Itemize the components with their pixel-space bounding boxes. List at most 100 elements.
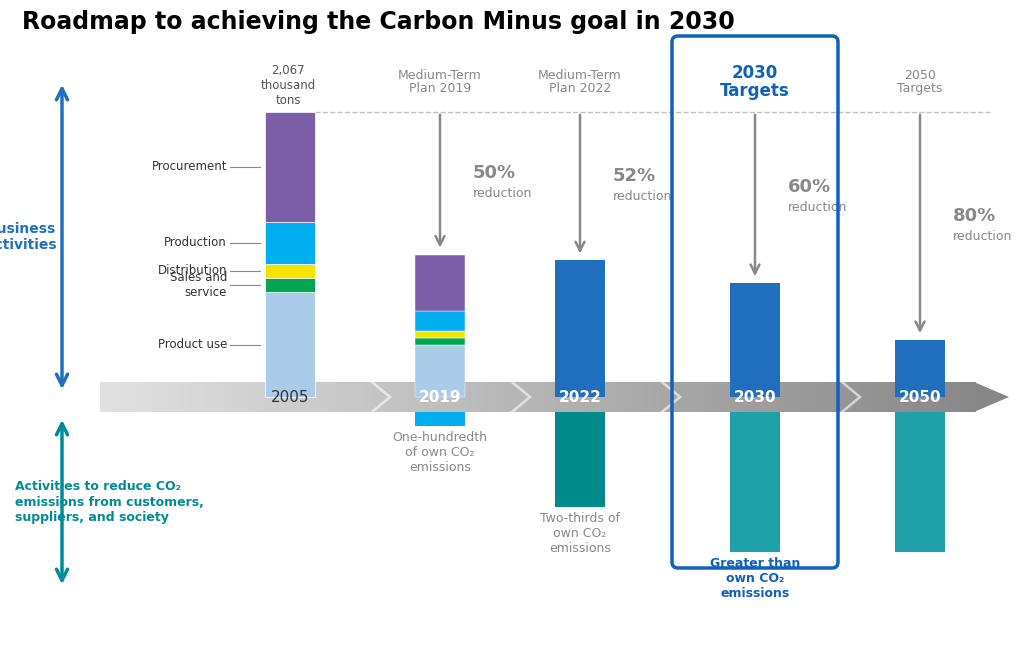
Polygon shape xyxy=(660,382,682,412)
Text: 50%: 50% xyxy=(473,164,516,182)
Bar xyxy=(415,311,465,331)
Bar xyxy=(406,382,416,412)
Bar xyxy=(477,382,486,412)
Bar xyxy=(905,382,914,412)
Bar xyxy=(826,382,835,412)
Bar xyxy=(528,382,538,412)
Bar xyxy=(651,382,661,412)
Bar xyxy=(634,382,643,412)
Bar xyxy=(940,382,949,412)
Bar xyxy=(442,382,451,412)
Bar xyxy=(109,382,118,412)
Bar xyxy=(642,382,651,412)
Bar xyxy=(265,292,315,397)
Polygon shape xyxy=(370,382,392,412)
Bar xyxy=(660,382,669,412)
Bar xyxy=(415,382,424,412)
Bar xyxy=(581,382,590,412)
Text: Distribution: Distribution xyxy=(157,265,227,277)
Text: Business
activities: Business activities xyxy=(0,222,57,252)
Bar xyxy=(161,382,171,412)
Polygon shape xyxy=(510,382,533,412)
Bar xyxy=(669,382,678,412)
Bar xyxy=(738,382,748,412)
Bar xyxy=(328,382,337,412)
Bar xyxy=(485,382,494,412)
Bar xyxy=(520,382,529,412)
Text: One-hundredth
of own CO₂
emissions: One-hundredth of own CO₂ emissions xyxy=(393,431,487,474)
Text: Roadmap to achieving the Carbon Minus goal in 2030: Roadmap to achieving the Carbon Minus go… xyxy=(22,10,735,34)
Bar xyxy=(283,382,293,412)
Text: reduction: reduction xyxy=(953,229,1012,242)
Text: 2005: 2005 xyxy=(271,390,309,405)
Text: Production: Production xyxy=(164,237,227,250)
Bar xyxy=(196,382,206,412)
Bar xyxy=(424,382,433,412)
Bar xyxy=(957,382,967,412)
Bar xyxy=(432,382,442,412)
Text: 2022: 2022 xyxy=(558,390,602,405)
Bar xyxy=(275,382,284,412)
Bar xyxy=(887,382,896,412)
Bar xyxy=(100,382,110,412)
Bar xyxy=(748,382,757,412)
Bar xyxy=(687,382,696,412)
Bar xyxy=(371,382,381,412)
Bar xyxy=(266,382,275,412)
Bar xyxy=(861,382,871,412)
Bar xyxy=(415,331,465,338)
Text: Plan 2022: Plan 2022 xyxy=(549,82,611,95)
Bar xyxy=(118,382,127,412)
Bar xyxy=(895,340,945,397)
Bar xyxy=(187,382,196,412)
Bar xyxy=(354,382,363,412)
Bar xyxy=(415,338,465,345)
Bar xyxy=(415,345,465,397)
Polygon shape xyxy=(840,382,862,412)
Bar xyxy=(844,382,853,412)
Text: 2050: 2050 xyxy=(899,390,941,405)
Bar xyxy=(896,382,906,412)
Bar xyxy=(809,382,818,412)
Bar xyxy=(467,382,477,412)
Bar xyxy=(397,382,406,412)
Text: Medium-Term: Medium-Term xyxy=(538,69,621,82)
FancyArrow shape xyxy=(974,382,1009,412)
Bar xyxy=(791,382,800,412)
Bar xyxy=(555,260,605,397)
Text: 80%: 80% xyxy=(953,207,996,225)
Bar xyxy=(765,382,774,412)
Bar xyxy=(503,382,512,412)
Text: Greater than
own CO₂
emissions: Greater than own CO₂ emissions xyxy=(709,557,800,600)
Bar xyxy=(730,412,780,552)
Bar xyxy=(677,382,687,412)
Bar xyxy=(800,382,810,412)
Bar xyxy=(511,382,520,412)
Text: reduction: reduction xyxy=(788,201,848,214)
Bar xyxy=(126,382,135,412)
Bar xyxy=(922,382,932,412)
Bar xyxy=(966,382,975,412)
Text: 2050: 2050 xyxy=(904,69,936,82)
Bar xyxy=(265,278,315,292)
Bar xyxy=(179,382,188,412)
Bar xyxy=(783,382,792,412)
Bar xyxy=(257,382,267,412)
Bar xyxy=(625,382,634,412)
Bar xyxy=(232,382,241,412)
Bar xyxy=(214,382,223,412)
Bar xyxy=(144,382,153,412)
Bar xyxy=(265,264,315,278)
Bar xyxy=(555,382,565,412)
Text: 52%: 52% xyxy=(613,167,657,185)
Bar xyxy=(695,382,704,412)
Bar xyxy=(722,382,730,412)
Bar xyxy=(730,283,780,397)
Bar xyxy=(249,382,258,412)
Bar xyxy=(564,382,573,412)
Bar xyxy=(730,382,739,412)
Bar xyxy=(590,382,600,412)
Bar xyxy=(835,382,844,412)
Bar xyxy=(914,382,923,412)
Text: Targets: Targets xyxy=(720,82,790,100)
